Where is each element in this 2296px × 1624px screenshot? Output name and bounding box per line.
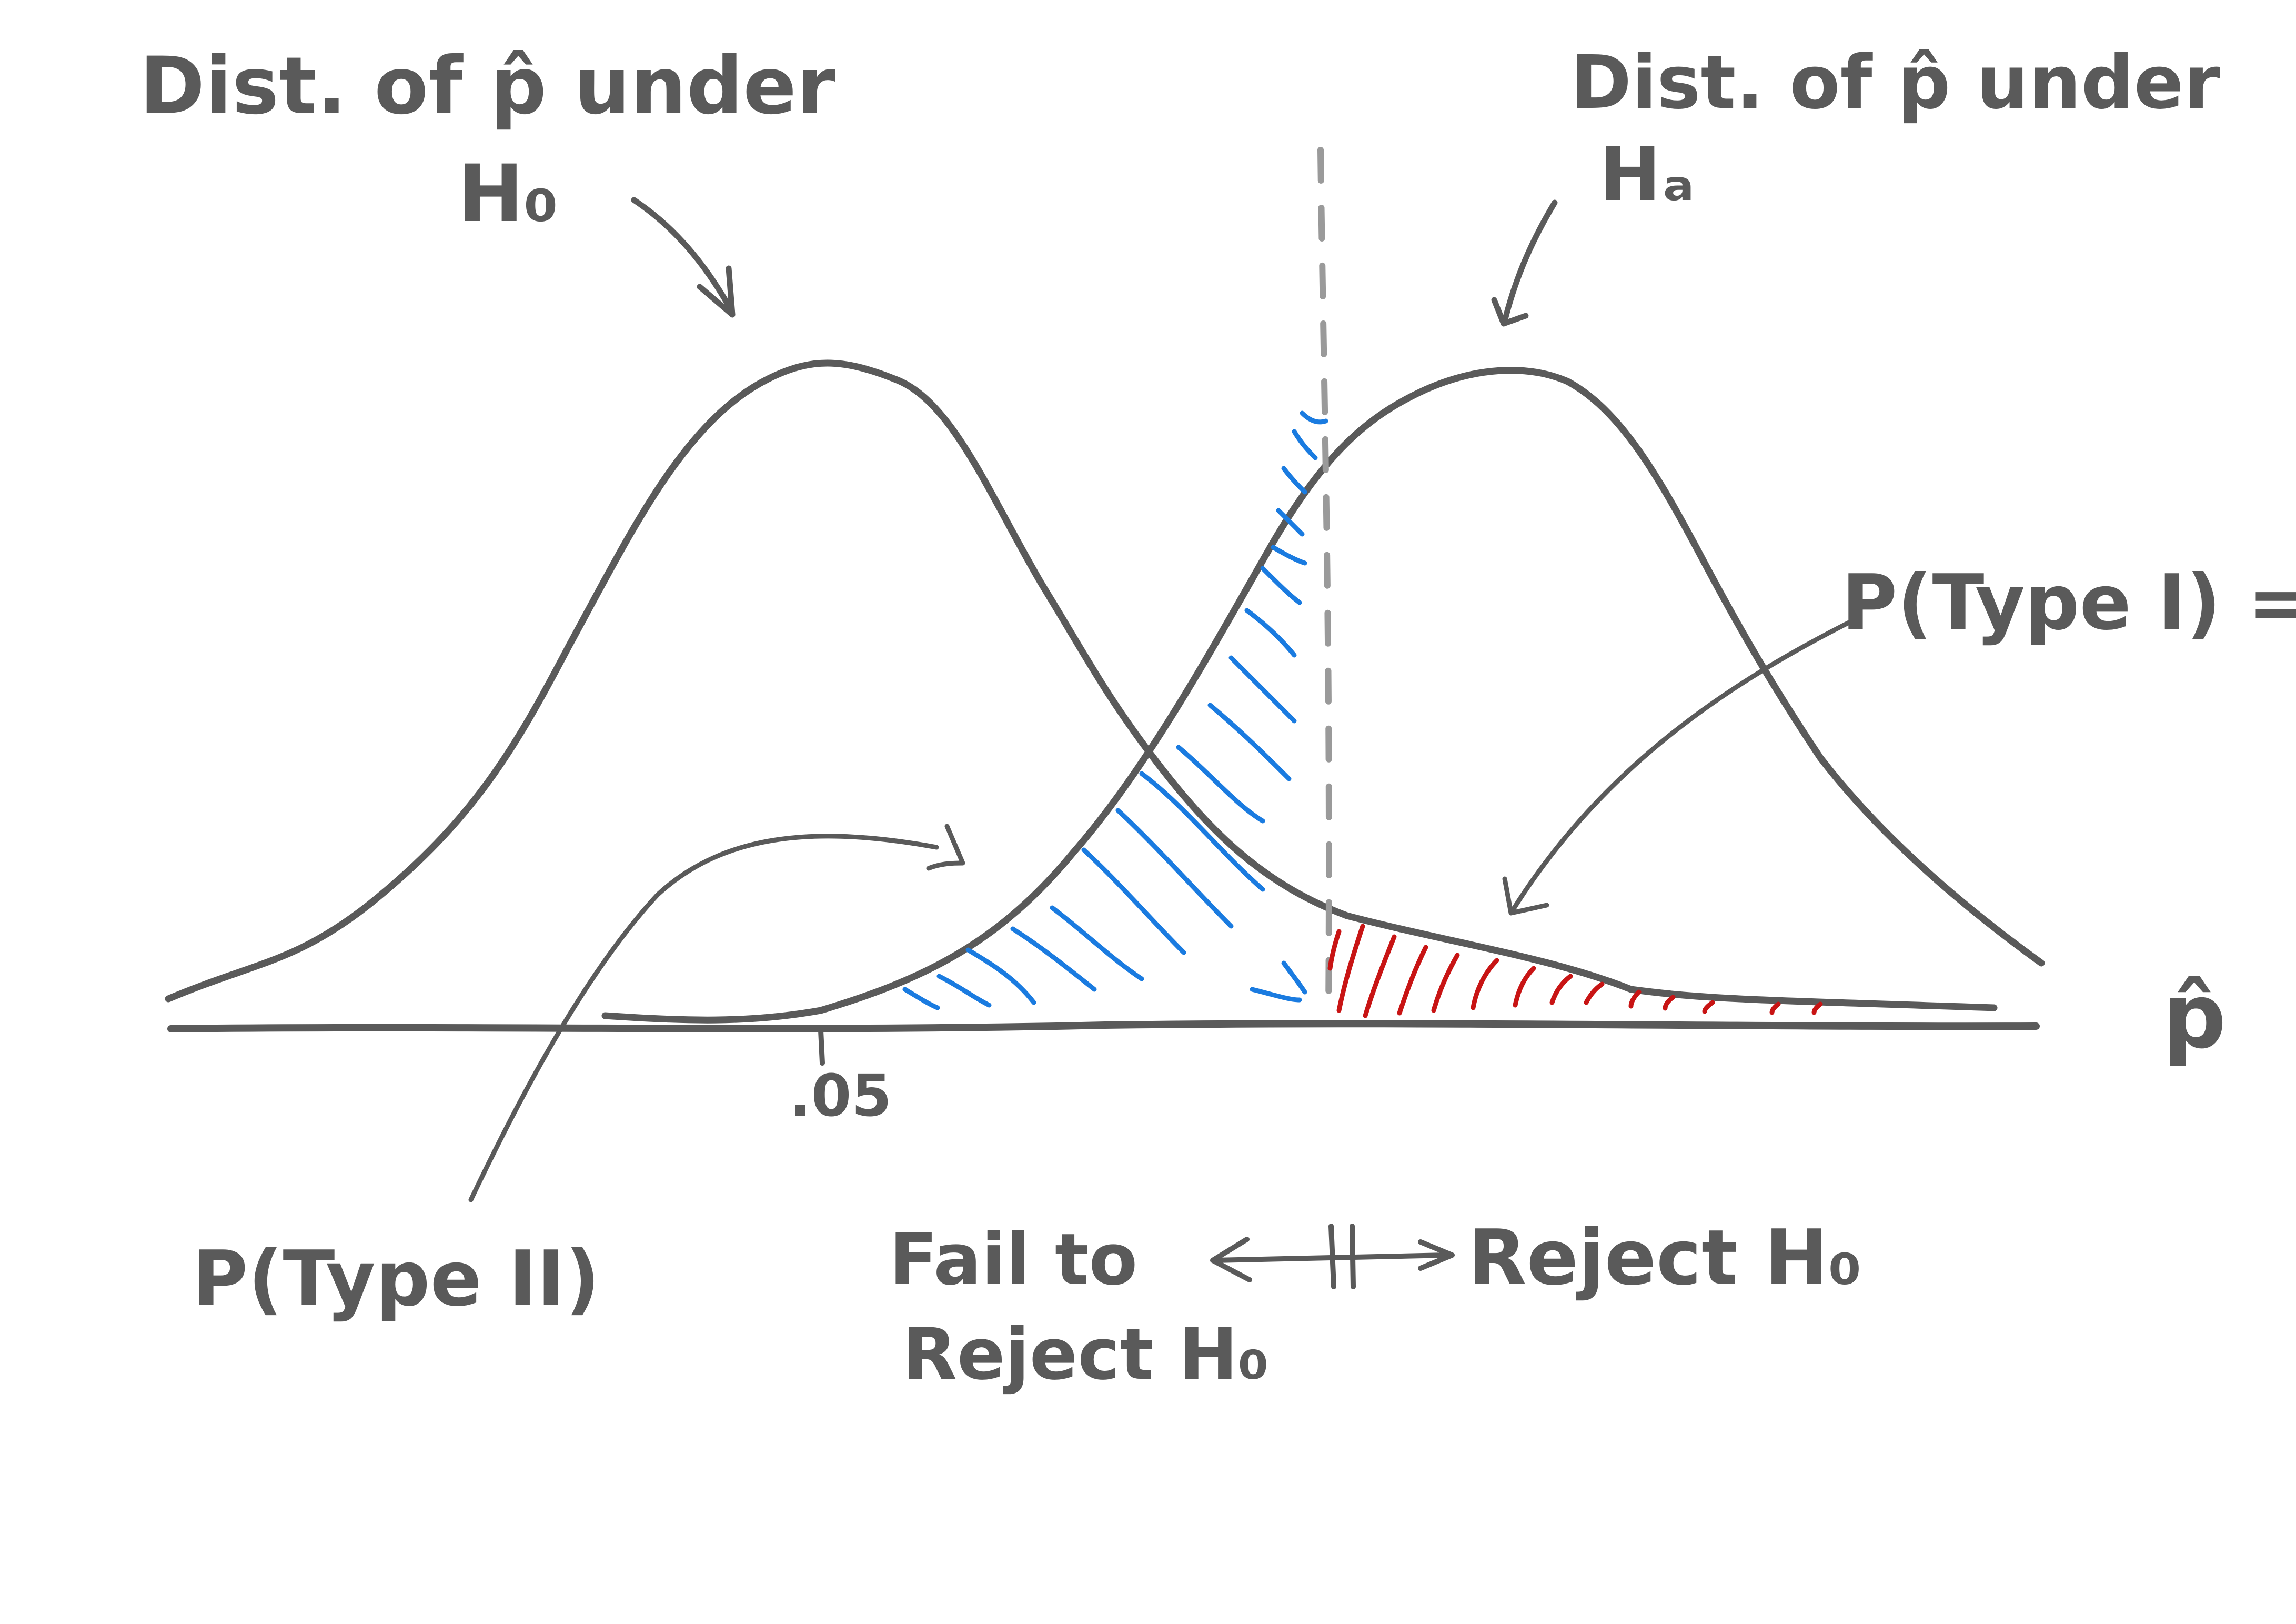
axis-tick: [818, 1028, 825, 1066]
x-axis: [167, 1020, 2040, 1032]
alt-dist-arrow: [1491, 199, 1558, 327]
type-two-arrow: [468, 824, 965, 1202]
axis-variable-label: p̂: [2162, 965, 2227, 1069]
rejection-cutoff-line: [1317, 147, 1333, 1016]
type-one-arrow: [1502, 616, 1860, 916]
null-dist-arrow: [631, 197, 736, 318]
alt-dist-label-line2: Hₐ: [1599, 132, 1695, 218]
null-dist-label-line2: H₀: [458, 148, 558, 240]
alternative-distribution-curve: [601, 367, 2045, 1024]
type-two-error-hatching: [902, 410, 1328, 1010]
type-two-label: P(Type II): [192, 1235, 600, 1324]
type-one-label: P(Type I) = α: [1841, 558, 2296, 647]
decision-arrow: [1210, 1224, 1455, 1289]
null-dist-label-line1: Dist. of p̂ under: [139, 41, 835, 132]
fail-to-reject-line1: Fail to: [889, 1218, 1137, 1301]
reject-label: Reject H₀: [1468, 1214, 1862, 1302]
null-distribution-curve: [165, 359, 1998, 1011]
fail-to-reject-line2: Reject H₀: [902, 1313, 1269, 1396]
axis-tick-label: .05: [789, 1062, 892, 1129]
alt-dist-label-line1: Dist. of p̂ under: [1570, 40, 2220, 126]
type-one-error-hatching: [1327, 924, 1823, 1018]
